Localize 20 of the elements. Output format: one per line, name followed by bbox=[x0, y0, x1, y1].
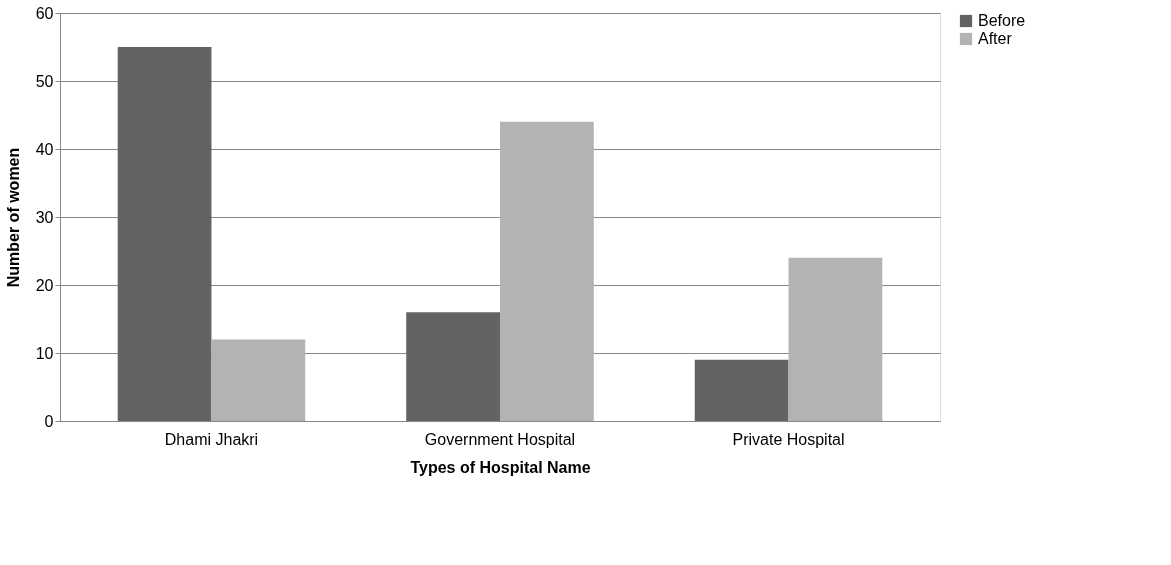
y-tick-label: 60 bbox=[35, 4, 54, 22]
x-tick-label: Dhami Jhakri bbox=[164, 430, 259, 448]
bar bbox=[694, 359, 789, 421]
bar bbox=[500, 121, 594, 421]
bar bbox=[788, 257, 883, 421]
bar bbox=[117, 47, 212, 421]
y-axis-title: Number of women bbox=[4, 147, 22, 288]
legend-label: After bbox=[978, 30, 1013, 47]
y-tick-label: 20 bbox=[35, 276, 54, 294]
x-tick-label: Government Hospital bbox=[424, 430, 576, 448]
y-tick-label: 30 bbox=[35, 208, 54, 226]
x-tick-label: Private Hospital bbox=[732, 430, 845, 448]
y-tick-label: 0 bbox=[44, 412, 54, 430]
bar bbox=[211, 339, 306, 421]
x-axis-title: Types of Hospital Name bbox=[410, 458, 591, 476]
y-tick-label: 10 bbox=[35, 344, 54, 362]
bar bbox=[406, 312, 500, 421]
y-tick-label: 50 bbox=[35, 72, 54, 90]
y-tick-label: 40 bbox=[35, 140, 54, 158]
legend-label: Before bbox=[978, 12, 1026, 29]
